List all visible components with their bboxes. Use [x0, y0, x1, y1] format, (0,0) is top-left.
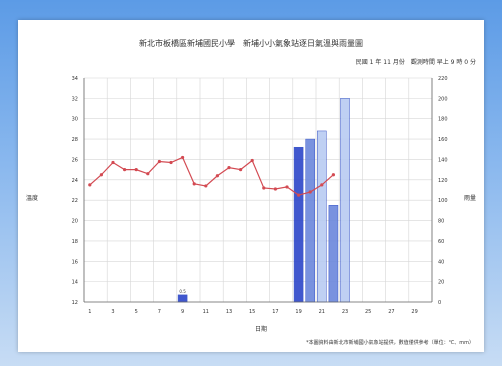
x-tick-label: 23: [342, 309, 348, 315]
gridlines: [83, 77, 433, 303]
temperature-point: [262, 186, 266, 190]
temperature-point: [134, 168, 138, 172]
left-tick-label: 26: [72, 157, 78, 163]
x-tick-label: 1: [88, 309, 91, 315]
temperature-point: [123, 168, 127, 172]
right-tick-label: 0: [438, 300, 441, 306]
left-tick-label: 22: [72, 198, 78, 204]
rain-temperature-chart: 新北市板橋區新埔國民小學 新埔小小氣象站逐日氣溫與雨量圖 民國 1 年 11 月…: [26, 38, 476, 346]
x-tick-label: 5: [135, 309, 138, 315]
right-tick-label: 40: [438, 259, 444, 265]
left-tick-label: 20: [72, 219, 78, 225]
temperature-point: [227, 166, 231, 170]
left-tick-label: 18: [72, 239, 78, 245]
x-tick-label: 25: [365, 309, 371, 315]
x-tick-label: 27: [388, 309, 394, 315]
chart-footnote: *本圖資料由新北市新埔國小氣象站提供，數值僅供參考（單位：℃、mm）: [306, 339, 474, 346]
temperature-point: [99, 173, 103, 177]
right-tick-label: 120: [438, 178, 448, 184]
temperature-point: [204, 184, 208, 188]
temperature-point: [297, 193, 301, 197]
axes: 3432302826242220181614122202001801601401…: [72, 76, 448, 315]
right-tick-label: 20: [438, 280, 444, 286]
chart-subtitle: 民國 1 年 11 月份 觀測時間 早上 9 時 0 分: [356, 58, 476, 66]
rain-bar: [328, 205, 339, 303]
left-tick-label: 14: [72, 280, 78, 286]
temperature-point: [88, 183, 92, 187]
x-tick-label: 17: [272, 309, 278, 315]
x-tick-label: 7: [158, 309, 161, 315]
temperature-point: [181, 155, 185, 160]
temperature-point: [192, 182, 196, 186]
rain-bar: [340, 98, 350, 303]
left-tick-label: 24: [72, 178, 78, 184]
right-tick-label: 180: [438, 117, 448, 123]
temperature-point: [157, 159, 161, 164]
temperature-point: [273, 187, 277, 191]
temperature-point: [331, 173, 335, 177]
x-tick-label: 3: [111, 309, 114, 315]
left-axis-label: 溫度: [26, 194, 38, 202]
right-tick-label: 80: [438, 219, 444, 225]
right-tick-label: 60: [438, 239, 444, 245]
temperature-point: [169, 160, 173, 165]
temperature-point: [146, 172, 150, 176]
left-tick-label: 32: [72, 96, 78, 102]
right-tick-label: 140: [438, 157, 448, 163]
chart-title: 新北市板橋區新埔國民小學 新埔小小氣象站逐日氣溫與雨量圖: [139, 38, 363, 48]
temperature-point: [285, 185, 289, 189]
x-tick-label: 11: [203, 309, 209, 315]
temperature-point: [111, 160, 115, 165]
temperature-line-path: [89, 156, 334, 196]
left-tick-label: 28: [72, 137, 78, 143]
right-tick-label: 160: [438, 137, 448, 143]
rain-bar: [177, 294, 188, 303]
x-tick-label: 29: [411, 309, 417, 315]
rain-bar: [305, 138, 315, 303]
right-tick-label: 100: [438, 198, 448, 204]
x-tick-label: 15: [249, 309, 255, 315]
x-tick-label: 21: [319, 309, 325, 315]
left-tick-label: 12: [72, 300, 78, 306]
temperature-point: [320, 183, 324, 187]
x-tick-label: 9: [181, 309, 184, 315]
rain-bar: [293, 146, 304, 303]
temperature-point: [250, 158, 254, 163]
temperature-point: [308, 190, 312, 194]
rain-bar: [317, 130, 327, 303]
chart-paper: 新北市板橋區新埔國民小學 新埔小小氣象站逐日氣溫與雨量圖 民國 1 年 11 月…: [18, 20, 484, 352]
left-tick-label: 16: [72, 259, 78, 265]
x-axis-label: 日期: [255, 325, 267, 333]
left-tick-label: 34: [72, 76, 78, 82]
x-tick-label: 13: [226, 309, 232, 315]
right-tick-label: 200: [438, 96, 448, 102]
temperature-line: [88, 155, 335, 197]
left-tick-label: 30: [72, 117, 78, 123]
right-tick-label: 220: [438, 76, 448, 82]
right-axis-label: 雨量: [464, 195, 476, 202]
temperature-point: [215, 174, 219, 178]
x-tick-label: 19: [295, 309, 301, 315]
rain-bar-label: 0.5: [179, 289, 186, 294]
temperature-point: [239, 168, 243, 172]
